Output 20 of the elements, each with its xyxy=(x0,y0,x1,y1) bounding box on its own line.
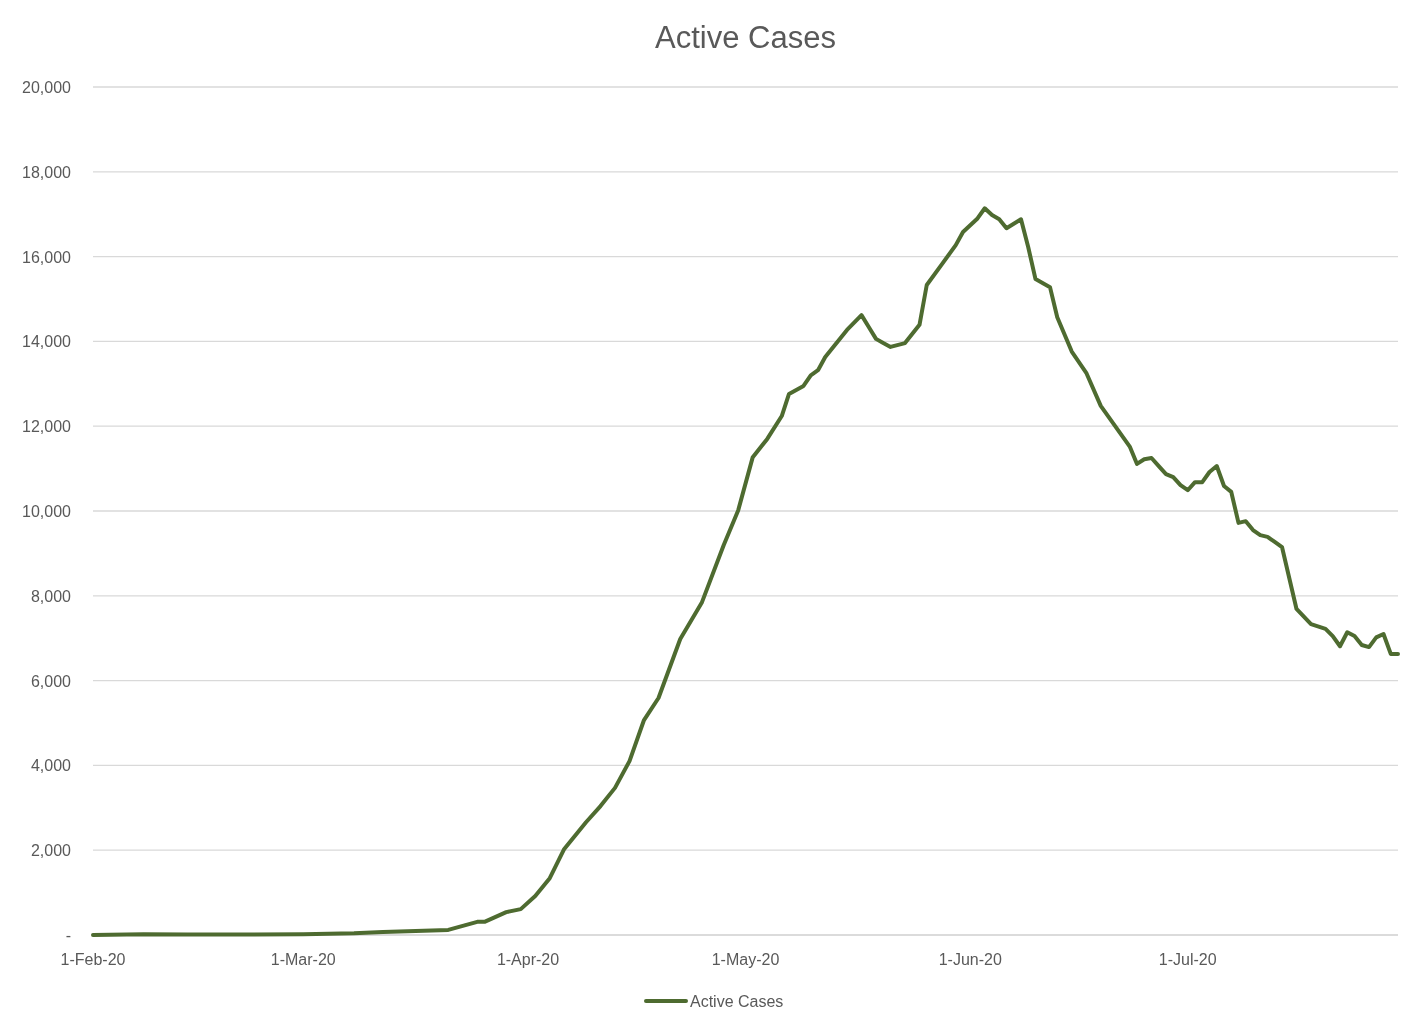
y-tick-label: 14,000 xyxy=(22,333,72,351)
y-tick-label: 4,000 xyxy=(30,757,72,775)
y-tick-label: - xyxy=(65,927,71,944)
legend-label: Active Cases xyxy=(690,993,784,1010)
x-tick-label: 1-Jun-20 xyxy=(938,951,1002,968)
line-series xyxy=(91,206,1400,937)
x-tick-label: 1-Jul-20 xyxy=(1158,951,1217,968)
y-tick-label: 8,000 xyxy=(30,587,72,605)
y-tick-label: 16,000 xyxy=(22,248,72,266)
y-tick-label: 6,000 xyxy=(30,672,72,690)
x-tick-label: 1-Feb-20 xyxy=(60,951,126,968)
y-tick-label: 12,000 xyxy=(22,418,72,436)
y-tick-label: 10,000 xyxy=(22,503,72,520)
x-tick-label: 1-May-20 xyxy=(711,951,780,968)
y-tick-label: 20,000 xyxy=(22,79,72,96)
x-tick-label: 1-Mar-20 xyxy=(270,951,336,968)
chart-title: Active Cases xyxy=(655,20,836,55)
y-tick-label: 18,000 xyxy=(22,163,72,181)
x-tick-label: 1-Apr-20 xyxy=(496,951,560,968)
y-tick-label: 2,000 xyxy=(30,842,72,860)
